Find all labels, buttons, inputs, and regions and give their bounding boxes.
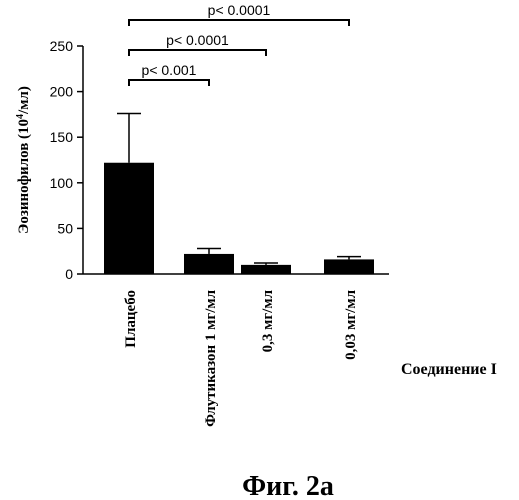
significance-bracket	[129, 20, 349, 26]
category-label: 0,3 мг/мл	[260, 289, 276, 352]
p-value-label: p< 0.0001	[208, 2, 271, 18]
y-tick-label: 150	[50, 129, 74, 145]
y-tick-label: 250	[50, 38, 74, 54]
y-tick-label: 200	[50, 84, 74, 100]
significance-bracket	[129, 50, 266, 56]
group-label: Соединение I	[401, 361, 497, 378]
category-label: 0,03 мг/мл	[343, 289, 359, 359]
bar	[184, 254, 234, 274]
labels: Плацебо Флутиказон 1 мг/мл 0,3 мг/мл 0,03 м…	[123, 289, 359, 426]
bar	[324, 259, 374, 274]
bar	[241, 265, 291, 274]
y-tick-label: 50	[57, 220, 73, 236]
figure-caption: Фиг. 2а	[242, 471, 334, 500]
y-tick-label: 0	[65, 266, 73, 282]
bar	[104, 163, 154, 274]
category-label: Плацебо	[123, 290, 139, 348]
y-axis-title: Эозинофилов (104/мл)	[15, 86, 33, 234]
axes: 0 50 100 150 200 250	[50, 38, 389, 282]
bars	[104, 113, 374, 274]
significance-brackets: p< 0.001 p< 0.0001 p< 0.0001	[129, 2, 349, 86]
p-value-label: p< 0.0001	[166, 32, 229, 48]
significance-bracket	[129, 80, 209, 86]
category-label: Флутиказон 1 мг/мл	[203, 289, 219, 426]
p-value-label: p< 0.001	[142, 62, 197, 78]
y-tick-label: 100	[50, 175, 74, 191]
